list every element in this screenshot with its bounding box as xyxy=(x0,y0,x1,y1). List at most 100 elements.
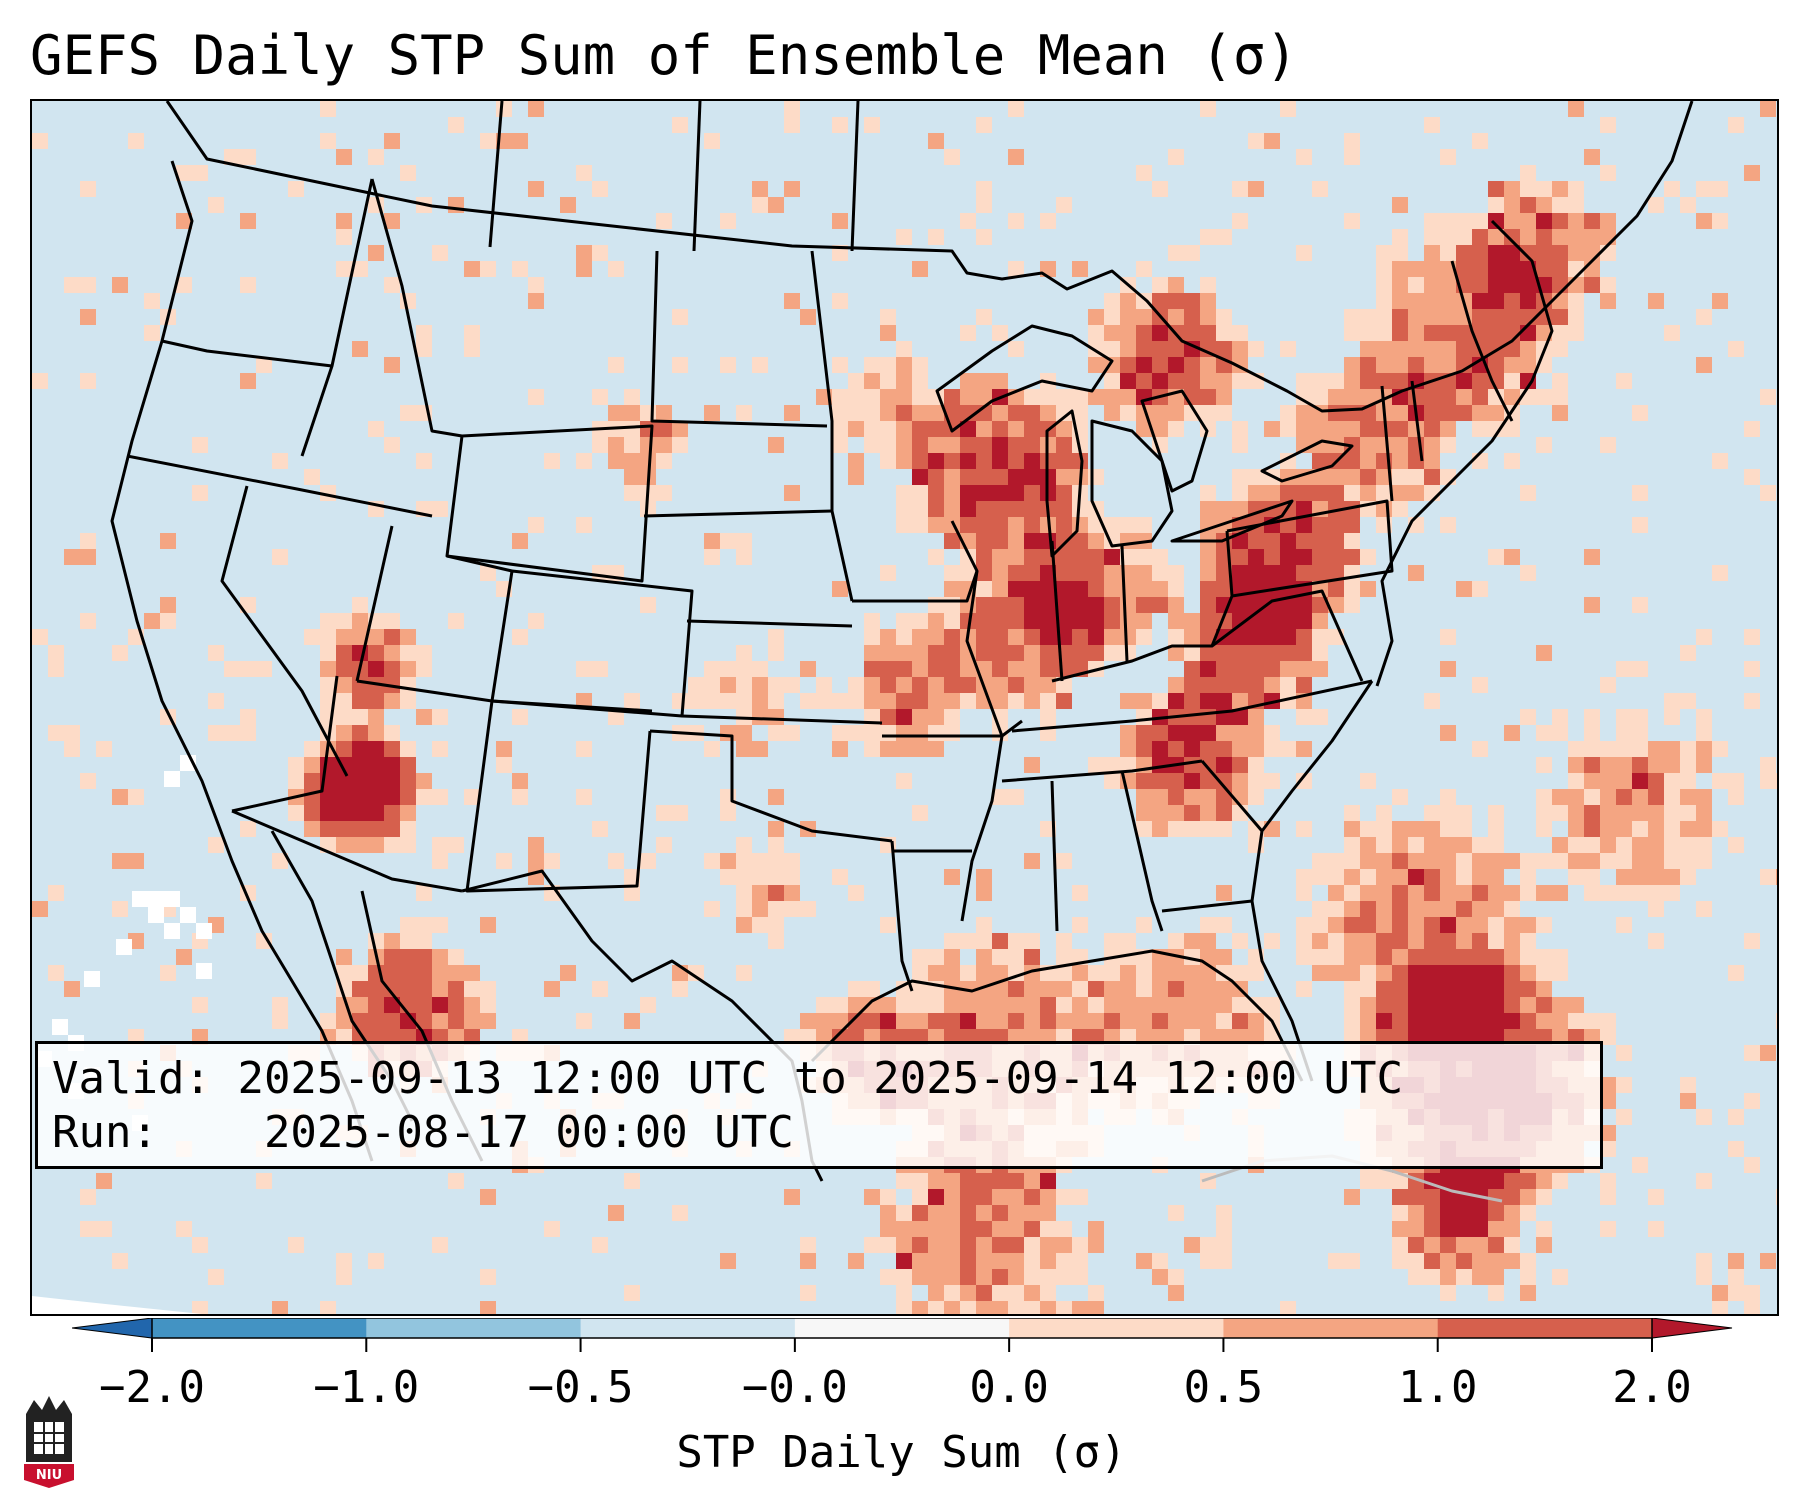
stp-cell xyxy=(1312,869,1328,885)
stp-cell xyxy=(1200,1253,1216,1269)
stp-cell xyxy=(1024,997,1040,1013)
stp-cell xyxy=(1344,517,1360,533)
stp-cell xyxy=(864,725,880,741)
stp-cell xyxy=(288,773,304,789)
stp-cell xyxy=(352,789,368,805)
stp-cell xyxy=(1520,1173,1536,1189)
stp-cell xyxy=(1696,757,1712,773)
stp-cell xyxy=(1472,1013,1488,1029)
stp-cell xyxy=(1024,613,1040,629)
stp-cell xyxy=(1344,901,1360,917)
stp-cell xyxy=(1328,389,1344,405)
stp-cell xyxy=(784,677,800,693)
stp-cell xyxy=(368,821,384,837)
stp-cell xyxy=(1184,325,1200,341)
stp-cell xyxy=(1072,645,1088,661)
stp-cell xyxy=(768,437,784,453)
stp-cell xyxy=(384,133,400,149)
stp-cell xyxy=(192,165,208,181)
stp-cell xyxy=(880,1205,896,1221)
stp-cell xyxy=(1424,453,1440,469)
stp-cell xyxy=(1232,741,1248,757)
stp-cell xyxy=(1520,853,1536,869)
stp-cell xyxy=(1392,469,1408,485)
stp-cell xyxy=(928,613,944,629)
stp-cell xyxy=(1168,613,1184,629)
stp-cell xyxy=(880,405,896,421)
stp-cell xyxy=(368,773,384,789)
stp-cell xyxy=(1152,1253,1168,1269)
stp-cell xyxy=(912,1237,928,1253)
stp-cell xyxy=(1056,597,1072,613)
stp-cell xyxy=(1328,869,1344,885)
stp-cell xyxy=(1744,1301,1760,1314)
stp-cell xyxy=(928,437,944,453)
stp-cell xyxy=(1184,981,1200,997)
stp-cell xyxy=(1392,197,1408,213)
stp-cell xyxy=(1216,1013,1232,1029)
stp-cell xyxy=(880,437,896,453)
stp-cell xyxy=(1472,1173,1488,1189)
stp-cell xyxy=(736,917,752,933)
stp-cell xyxy=(1440,1237,1456,1253)
stp-cell xyxy=(464,789,480,805)
stp-cell xyxy=(848,405,864,421)
stp-cell xyxy=(1536,805,1552,821)
stp-cell xyxy=(1776,1189,1777,1205)
stp-cell xyxy=(1072,517,1088,533)
stp-cell xyxy=(976,533,992,549)
stp-cell xyxy=(1360,437,1376,453)
stp-cell xyxy=(1136,821,1152,837)
stp-cell xyxy=(1280,645,1296,661)
stp-cell xyxy=(960,613,976,629)
stp-cell xyxy=(336,1269,352,1285)
stp-cell xyxy=(1056,453,1072,469)
stp-cell xyxy=(1296,869,1312,885)
stp-cell xyxy=(1600,1141,1616,1157)
stp-cell xyxy=(352,261,368,277)
stp-cell xyxy=(1168,245,1184,261)
stp-cell xyxy=(1280,629,1296,645)
stp-cell xyxy=(1632,869,1648,885)
stp-cell xyxy=(1600,1013,1616,1029)
stp-cell xyxy=(1536,261,1552,277)
stp-cell xyxy=(1056,437,1072,453)
stp-cell xyxy=(736,901,752,917)
stp-cell xyxy=(1616,869,1632,885)
stp-cell xyxy=(1216,1253,1232,1269)
stp-cell xyxy=(1232,565,1248,581)
stp-cell xyxy=(1696,629,1712,645)
stp-cell xyxy=(512,533,528,549)
stp-cell xyxy=(1312,949,1328,965)
stp-cell xyxy=(1536,1189,1552,1205)
stp-cell xyxy=(1264,997,1280,1013)
stp-cell xyxy=(1520,293,1536,309)
stp-cell xyxy=(1040,981,1056,997)
stp-cell xyxy=(1632,597,1648,613)
stp-cell xyxy=(1200,725,1216,741)
run-value: 2025-08-17 00:00 UTC xyxy=(263,1107,794,1158)
stp-cell xyxy=(1120,613,1136,629)
stp-cell xyxy=(1552,325,1568,341)
stp-cell xyxy=(912,485,928,501)
stp-cell xyxy=(1632,773,1648,789)
stp-cell xyxy=(976,597,992,613)
stp-cell xyxy=(256,1173,272,1189)
stp-cell xyxy=(1008,1205,1024,1221)
stp-cell xyxy=(432,965,448,981)
stp-cell xyxy=(1072,597,1088,613)
stp-cell xyxy=(1632,741,1648,757)
stp-cell xyxy=(1392,901,1408,917)
stp-cell xyxy=(976,309,992,325)
stp-cell xyxy=(1232,933,1248,949)
stp-cell xyxy=(992,1285,1008,1301)
stp-cell xyxy=(976,581,992,597)
stp-cell xyxy=(864,741,880,757)
stp-cell xyxy=(1120,341,1136,357)
stp-cell xyxy=(880,325,896,341)
stp-cell xyxy=(1024,1269,1040,1285)
stp-cell xyxy=(1584,213,1600,229)
stp-cell xyxy=(1248,565,1264,581)
stp-cell xyxy=(640,453,656,469)
stp-cell xyxy=(736,549,752,565)
